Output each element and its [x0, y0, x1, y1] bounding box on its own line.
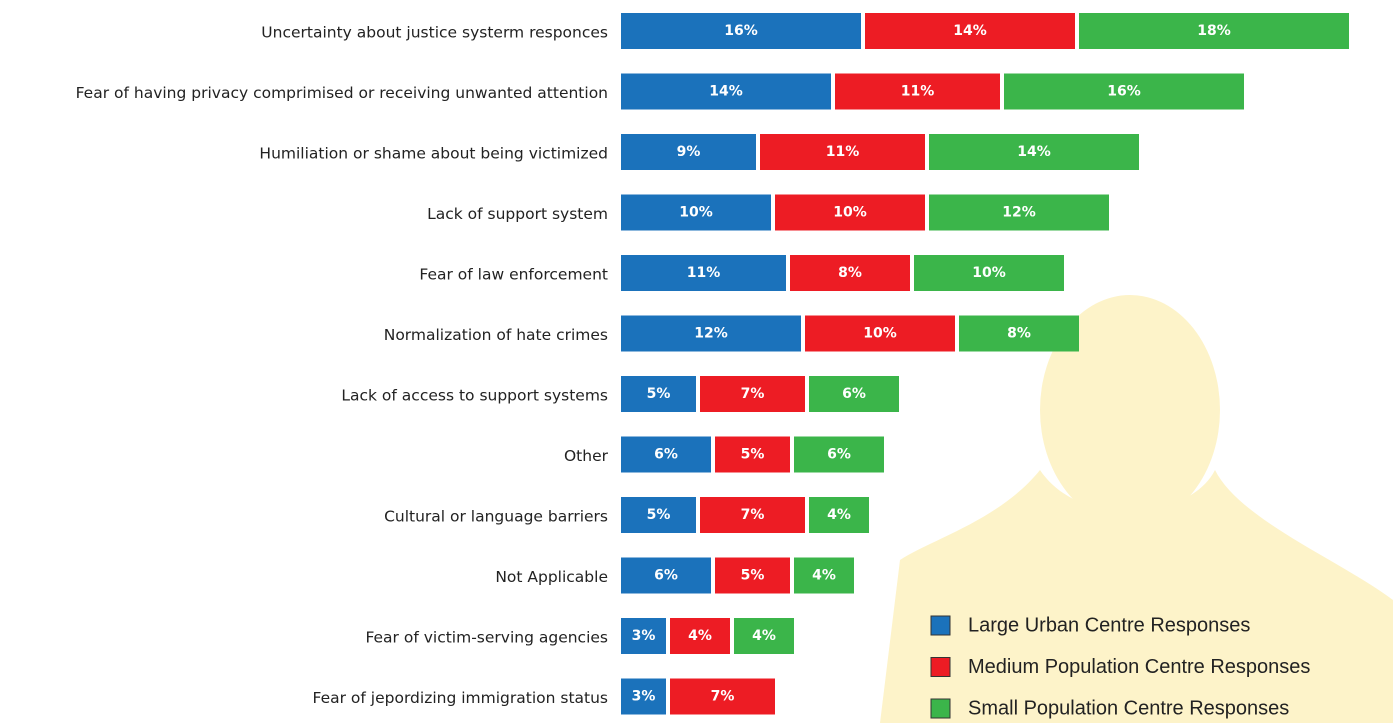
legend-swatch	[930, 615, 951, 636]
data-label: 3%	[632, 628, 656, 644]
data-label: 5%	[741, 568, 765, 584]
bar-segment	[715, 557, 790, 594]
bar-segment	[621, 557, 711, 594]
bar-segment	[775, 194, 925, 231]
legend-swatch	[930, 657, 951, 677]
bar-segment	[621, 315, 801, 352]
data-label: 16%	[1107, 84, 1141, 100]
category-label: Humiliation or shame about being victimi…	[259, 145, 608, 163]
data-label: 11%	[901, 84, 935, 100]
data-label: 5%	[647, 386, 671, 402]
legend-swatch	[930, 698, 951, 719]
data-label: 18%	[1197, 23, 1231, 39]
bar-segment	[959, 315, 1079, 352]
bar-segment	[700, 376, 805, 412]
category-label: Other	[564, 447, 609, 465]
category-label: Fear of victim-serving agencies	[365, 629, 608, 647]
bar-segment	[929, 134, 1139, 170]
data-label: 5%	[647, 507, 671, 523]
bar-segment	[621, 255, 786, 291]
bar-segment	[670, 678, 775, 715]
data-label: 4%	[827, 507, 851, 523]
bar-segment	[700, 497, 805, 533]
data-label: 10%	[833, 205, 867, 221]
data-label: 6%	[827, 447, 851, 463]
data-label: 7%	[741, 507, 765, 523]
bar-segment	[621, 13, 861, 49]
bar-segment	[929, 194, 1109, 231]
category-label: Fear of having privacy comprimised or re…	[76, 84, 608, 102]
category-label: Fear of jepordizing immigration status	[313, 689, 608, 707]
data-label: 5%	[741, 447, 765, 463]
bar-segment	[914, 255, 1064, 291]
data-label: 7%	[741, 386, 765, 402]
bar-segment	[621, 678, 666, 715]
category-label: Normalization of hate crimes	[384, 326, 608, 344]
legend-label: Large Urban Centre Responses	[968, 614, 1250, 636]
bar-segment	[621, 134, 756, 170]
legend-label: Medium Population Centre Responses	[968, 656, 1310, 678]
bar-segment	[734, 618, 794, 654]
category-label: Fear of law enforcement	[419, 266, 608, 284]
data-label: 4%	[812, 568, 836, 584]
bar-segment	[621, 73, 831, 110]
data-label: 10%	[679, 205, 713, 221]
data-label: 10%	[863, 326, 897, 342]
data-label: 4%	[752, 628, 776, 644]
data-label: 9%	[677, 144, 701, 160]
bar-segment	[621, 194, 771, 231]
bar-segment	[809, 497, 869, 533]
category-label: Uncertainty about justice systerm respon…	[261, 24, 608, 42]
bar-segment	[621, 618, 666, 654]
data-label: 6%	[654, 568, 678, 584]
data-label: 12%	[694, 326, 728, 342]
legend-label: Small Population Centre Responses	[968, 697, 1289, 719]
bar-segment	[760, 134, 925, 170]
data-label: 7%	[711, 689, 735, 705]
bar-segment	[794, 436, 884, 473]
data-label: 6%	[842, 386, 866, 402]
category-label: Cultural or language barriers	[384, 508, 608, 526]
bar-segment	[621, 436, 711, 473]
data-label: 8%	[1007, 326, 1031, 342]
category-label: Lack of support system	[427, 205, 608, 223]
bar-segment	[715, 436, 790, 473]
bar-segment	[835, 73, 1000, 110]
silhouette	[880, 295, 1393, 723]
bar-segment	[621, 497, 696, 533]
bar-segment	[621, 376, 696, 412]
data-label: 14%	[953, 23, 987, 39]
data-label: 8%	[838, 265, 862, 281]
data-label: 16%	[724, 23, 758, 39]
bar-segment	[1079, 13, 1349, 49]
bar-segment	[1004, 73, 1244, 110]
data-label: 11%	[826, 144, 860, 160]
bar-segment	[794, 557, 854, 594]
category-label: Lack of access to support systems	[341, 387, 608, 405]
data-label: 12%	[1002, 205, 1036, 221]
data-label: 3%	[632, 689, 656, 705]
category-label: Not Applicable	[495, 568, 608, 586]
data-label: 10%	[972, 265, 1006, 281]
bar-segment	[865, 13, 1075, 49]
data-label: 4%	[688, 628, 712, 644]
data-label: 14%	[1017, 144, 1051, 160]
bar-segment	[809, 376, 899, 412]
data-label: 14%	[709, 84, 743, 100]
bar-segment	[790, 255, 910, 291]
bar-segment	[670, 618, 730, 654]
bar-segment	[805, 315, 955, 352]
data-label: 11%	[687, 265, 721, 281]
data-label: 6%	[654, 447, 678, 463]
